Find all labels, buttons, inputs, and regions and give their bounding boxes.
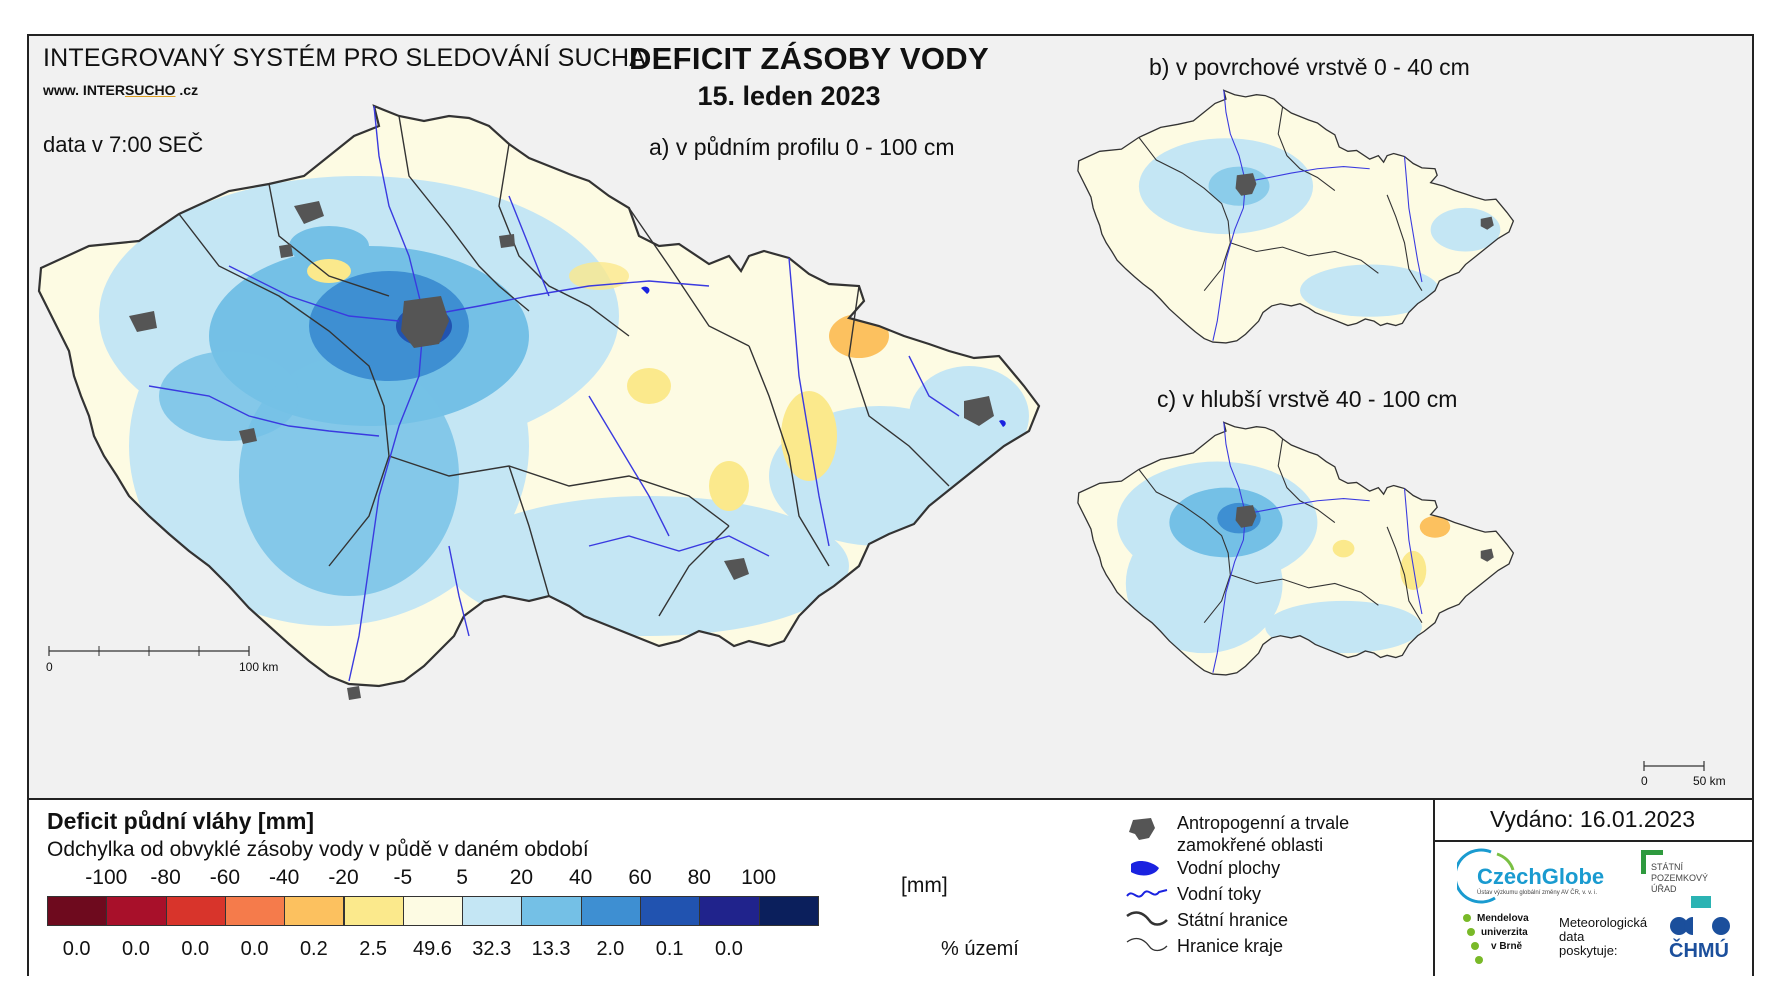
surface-layer-map — [1077, 89, 1515, 344]
spu-logo — [1641, 850, 1663, 874]
legend-title: Deficit půdní vláhy [mm] — [47, 808, 315, 834]
map-frame: INTEGROVANÝ SYSTÉM PRO SLEDOVÁNÍ SUCHA w… — [27, 34, 1754, 976]
website-sucho: SUCHO — [124, 82, 176, 98]
legend-tick: -60 — [209, 866, 241, 889]
legend-swatch — [462, 896, 523, 926]
legend-area: Deficit půdní vláhy [mm] Odchylka od obv… — [29, 798, 1752, 976]
legend-percent: 0.2 — [299, 938, 328, 960]
legend-tick: -5 — [393, 866, 413, 889]
anthropogenic-icon — [1129, 818, 1155, 840]
map-area: INTEGROVANÝ SYSTÉM PRO SLEDOVÁNÍ SUCHA w… — [29, 36, 1752, 798]
czechglobe-logo — [1457, 848, 1515, 904]
anthropogenic-label: Antropogenní a trvale zamokřené oblasti — [1177, 813, 1350, 855]
water-bodies-label: Vodní plochy — [1177, 858, 1281, 878]
legend-percent: 49.6 — [412, 938, 452, 960]
legend-tick: -80 — [150, 866, 181, 889]
state-border-label: Státní hranice — [1177, 910, 1289, 930]
legend-tick: -40 — [269, 866, 300, 889]
legend-swatch — [165, 896, 226, 926]
small-scale-bar — [1643, 761, 1705, 771]
legend-percent: 0.0 — [122, 938, 150, 960]
small-scale-end: 50 km — [1693, 774, 1726, 788]
spu-mark — [1691, 896, 1711, 908]
legend-percent: 0.0 — [62, 938, 91, 960]
legend-percent: 0.0 — [181, 938, 210, 960]
legend-percent: 0.0 — [240, 938, 269, 960]
legend-tick: 40 — [569, 866, 593, 889]
website-link[interactable]: www. INTERSUCHO .cz — [43, 82, 198, 98]
legend-tick: -20 — [328, 866, 359, 889]
river-icon — [1126, 889, 1168, 898]
legend-percent: 2.5 — [359, 938, 388, 960]
legend-unit: [mm] — [901, 874, 948, 897]
main-map-label: a) v půdním profilu 0 - 100 cm — [649, 134, 955, 160]
main-scale-end: 100 km — [239, 660, 279, 674]
website-prefix: www. INTER — [43, 82, 125, 98]
spu-name: STÁTNÍ POZEMKOVÝ ÚŘAD — [1651, 862, 1709, 894]
legend-swatch — [224, 896, 286, 926]
main-map — [37, 104, 1041, 700]
mendelu-logo — [1463, 914, 1483, 964]
legend-swatch — [47, 896, 108, 926]
legend-tick: 60 — [628, 866, 652, 889]
region-border-icon — [1126, 937, 1168, 952]
legend-percent: 0.0 — [715, 938, 743, 960]
legend-percent: 2.0 — [596, 938, 625, 960]
legend-subtitle: Odchylka od obvyklé zásoby vody v půdě v… — [47, 838, 589, 861]
issued-date: Vydáno: 16.01.2023 — [1489, 806, 1696, 832]
legend-divider — [1433, 800, 1435, 976]
legend-swatch — [106, 896, 167, 926]
legend-swatch — [402, 896, 464, 926]
legend-percent: 13.3 — [531, 938, 571, 960]
state-border-icon — [1126, 911, 1168, 926]
water-body-icon — [1131, 861, 1159, 876]
legend-tick: -100 — [85, 866, 128, 889]
main-scale-bar — [48, 646, 250, 656]
legend-swatch — [758, 896, 819, 926]
legend-tick: 20 — [509, 866, 534, 889]
legend-swatch — [640, 896, 701, 926]
legend-percent: 32.3 — [472, 938, 512, 960]
legend-tick: 100 — [741, 866, 777, 889]
website-suffix: .cz — [175, 82, 199, 98]
region-border-label: Hranice kraje — [1177, 936, 1284, 956]
legend-percent: 0.1 — [655, 938, 684, 960]
data-time: data v 7:00 SEČ — [43, 132, 204, 157]
met-data-label-2: data — [1559, 929, 1585, 944]
legend-swatch — [343, 896, 404, 926]
met-data-label-3: poskytuje: — [1559, 943, 1618, 958]
legend-swatch — [580, 896, 641, 926]
small-scale-start: 0 — [1641, 774, 1648, 788]
met-data-label-1: Meteorologická — [1559, 915, 1648, 930]
czechglobe-subtitle: Ústav výzkumu globální změny AV ČR, v. v… — [1477, 890, 1598, 896]
rivers-label: Vodní toky — [1177, 884, 1262, 904]
legend-swatch — [284, 896, 345, 926]
surface-map-label: b) v povrchové vrstvě 0 - 40 cm — [1149, 54, 1470, 80]
legend-tick: 5 — [456, 866, 468, 889]
percent-label: % území — [941, 938, 1019, 960]
legend-swatch — [699, 896, 760, 926]
page-title: DEFICIT ZÁSOBY VODY — [629, 41, 989, 76]
mendelu-name-2: univerzita — [1481, 927, 1528, 938]
deep-map-label: c) v hlubší vrstvě 40 - 100 cm — [1157, 386, 1458, 412]
legend-tick: 80 — [687, 866, 711, 889]
system-title: INTEGROVANÝ SYSTÉM PRO SLEDOVÁNÍ SUCHA — [43, 44, 647, 72]
map-date: 15. leden 2023 — [697, 81, 881, 111]
chmu-mark — [1670, 917, 1730, 935]
main-scale-start: 0 — [46, 660, 53, 674]
chmu-name: ČHMÚ — [1669, 940, 1729, 962]
deep-layer-map — [1077, 421, 1515, 676]
legend-swatch — [521, 896, 582, 926]
czechglobe-name: CzechGlobe — [1477, 864, 1605, 889]
mendelu-name-3: v Brně — [1491, 941, 1523, 952]
mendelu-name-1: Mendelova — [1477, 913, 1529, 924]
issued-divider — [1433, 840, 1752, 842]
